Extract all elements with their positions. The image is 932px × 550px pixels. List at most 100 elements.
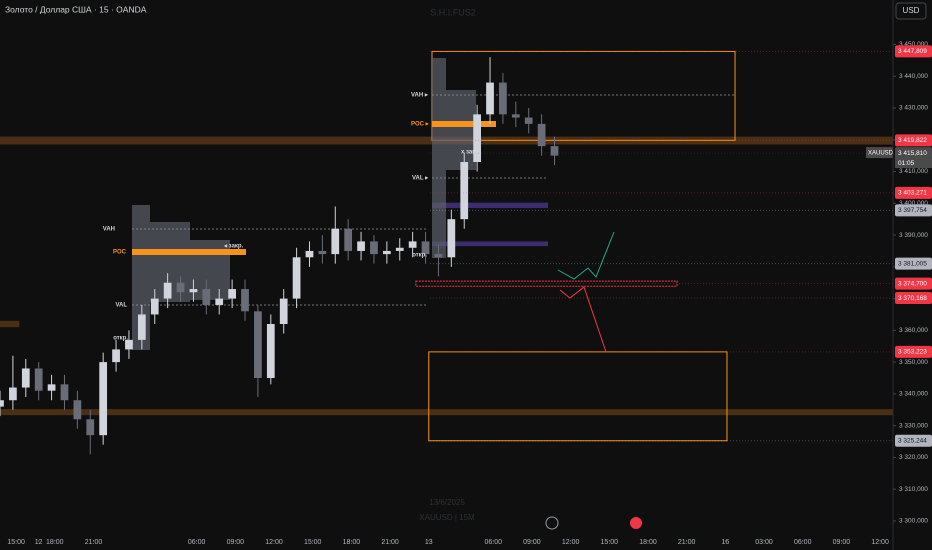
x-tick-label: 12 (35, 539, 43, 546)
projection-up (557, 231, 615, 280)
candle-body (370, 241, 378, 255)
x-tick-label: 09:00 (227, 539, 245, 546)
candle-body (524, 117, 533, 124)
candle-body (292, 257, 301, 299)
candle-body (189, 289, 198, 293)
candle-body (279, 298, 288, 324)
currency-button[interactable] (895, 2, 927, 20)
x-tick-label: 09:00 (523, 539, 541, 546)
price-label: 3 381,005 (898, 260, 927, 267)
y-tick-label: 3 350,000 (899, 359, 928, 366)
candle-body (228, 289, 236, 299)
annotation: VAL (115, 303, 127, 309)
annotation: x закр. (461, 150, 481, 156)
x-tick-label: 13 (425, 539, 433, 546)
candle-body (421, 241, 430, 255)
annotation: VAH (103, 227, 115, 233)
x-tick-label: 06:00 (484, 539, 502, 546)
price-label-box (895, 134, 932, 147)
y-tick-label: 3 410,000 (899, 168, 928, 175)
price-label-box (895, 147, 932, 160)
date-watermark: 13/6/2025 (429, 498, 465, 507)
price-label: 3 397,754 (898, 207, 927, 214)
x-tick-label: 06:00 (188, 539, 206, 546)
zone (0, 409, 893, 416)
countdown-box (895, 158, 932, 169)
x-tick-label: 18:00 (46, 539, 64, 546)
candle-body (331, 228, 340, 255)
price-label: 3 403,271 (898, 190, 927, 197)
price-label: 3 415,810 (898, 150, 927, 157)
x-tick-label: 15:00 (7, 539, 25, 546)
y-tick-label: 3 330,000 (899, 422, 928, 429)
x-tick-label: 03:00 (755, 539, 773, 546)
annotation: откр. (113, 336, 128, 342)
profile-bars (432, 58, 446, 258)
price-label: 3 374,700 (898, 280, 927, 287)
x-tick-label: 16 (721, 539, 729, 546)
candle-body (511, 114, 520, 118)
annotation: ◂ закр. (223, 244, 244, 250)
y-tick-label: 3 300,000 (899, 518, 928, 525)
x-tick-label: 21:00 (85, 539, 103, 546)
price-label: 3 419,822 (898, 137, 927, 144)
watermark: S.H.I.FUS2 (430, 7, 476, 17)
x-tick-label: 21:00 (678, 539, 696, 546)
candle-body (112, 349, 120, 363)
zone (431, 202, 549, 209)
zone (428, 351, 728, 442)
zone (431, 50, 736, 141)
price-label-box (895, 434, 932, 447)
event-icon[interactable] (545, 516, 559, 530)
poc-bar (432, 121, 496, 127)
annotation: откр. (412, 253, 427, 259)
candle-body (357, 241, 365, 251)
annotation: POC (113, 250, 127, 256)
event-icon[interactable] (630, 517, 642, 529)
chart-title: Золото / Доллар США · 15 · OANDA (5, 4, 147, 14)
x-tick-label: 12:00 (562, 539, 580, 546)
candle-body (202, 289, 211, 305)
y-tick-label: 3 310,000 (899, 486, 928, 493)
candle-body (73, 400, 82, 420)
annotation: VAL ▸ (412, 176, 429, 182)
y-tick-label: 3 440,000 (899, 73, 928, 80)
candle-body (382, 250, 391, 255)
y-tick-label: 3 320,000 (899, 454, 928, 461)
annotation: VAH ▸ (411, 93, 429, 99)
price-label-box (895, 292, 932, 305)
candle-body (447, 219, 456, 258)
candle-body (460, 162, 469, 220)
price-label-box (895, 45, 932, 58)
candle-body (395, 247, 404, 251)
price-label-box (895, 257, 932, 270)
candle-body (150, 298, 159, 315)
y-tick-label: 3 430,000 (899, 105, 928, 112)
candle-body (21, 368, 30, 388)
candle-body (473, 114, 481, 162)
candle-body (0, 400, 4, 407)
x-tick-label: 18:00 (639, 539, 657, 546)
x-tick-label: 09:00 (833, 539, 851, 546)
price-label: 3 353,223 (898, 349, 927, 356)
price-label-box (895, 345, 932, 358)
candle-body (34, 368, 43, 391)
candle-body (266, 324, 275, 378)
y-tick-label: 3 390,000 (899, 232, 928, 239)
candle-body (47, 384, 56, 391)
candle-body (99, 362, 108, 436)
price-label-box (895, 186, 932, 199)
price-label: 3 370,168 (898, 295, 927, 302)
zone (0, 320, 20, 328)
candle-body (176, 282, 185, 293)
x-tick-label: 12:00 (265, 539, 283, 546)
candle-body (86, 419, 95, 436)
y-tick-label: 3 340,000 (899, 391, 928, 398)
y-tick-label: 3 450,000 (899, 41, 928, 48)
price-label-box (895, 204, 932, 217)
candle-body (125, 339, 133, 350)
x-tick-label: 15:00 (601, 539, 619, 546)
currency[interactable]: USD (903, 6, 920, 15)
candle-body (254, 311, 262, 378)
